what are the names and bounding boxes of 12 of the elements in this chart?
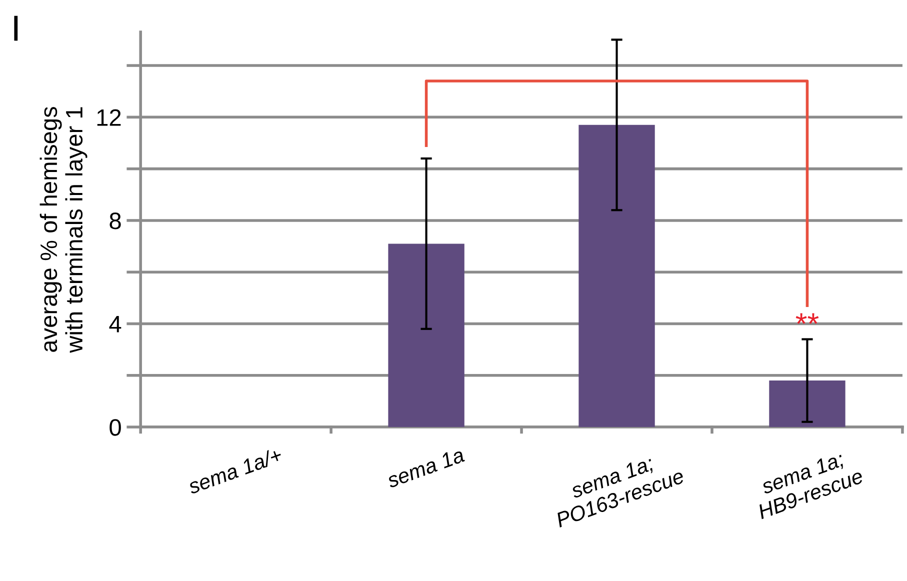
text: I — [14, 16, 18, 41]
annotation: ** — [796, 313, 819, 324]
x-tick-label: sema 1a/+ — [186, 446, 284, 494]
y-tick-label: 12 — [97, 109, 121, 126]
y-tick-label: 8 — [110, 212, 121, 230]
y-axis-title: average % of hemisegs with terminals in layer 1 — [40, 106, 88, 353]
y-tick-label: 4 — [109, 316, 122, 332]
bar — [769, 380, 846, 428]
y-tick-label: 0 — [110, 419, 121, 436]
x-tick-label: sema 1a — [386, 447, 466, 488]
bar — [578, 124, 655, 428]
bar — [388, 244, 464, 428]
